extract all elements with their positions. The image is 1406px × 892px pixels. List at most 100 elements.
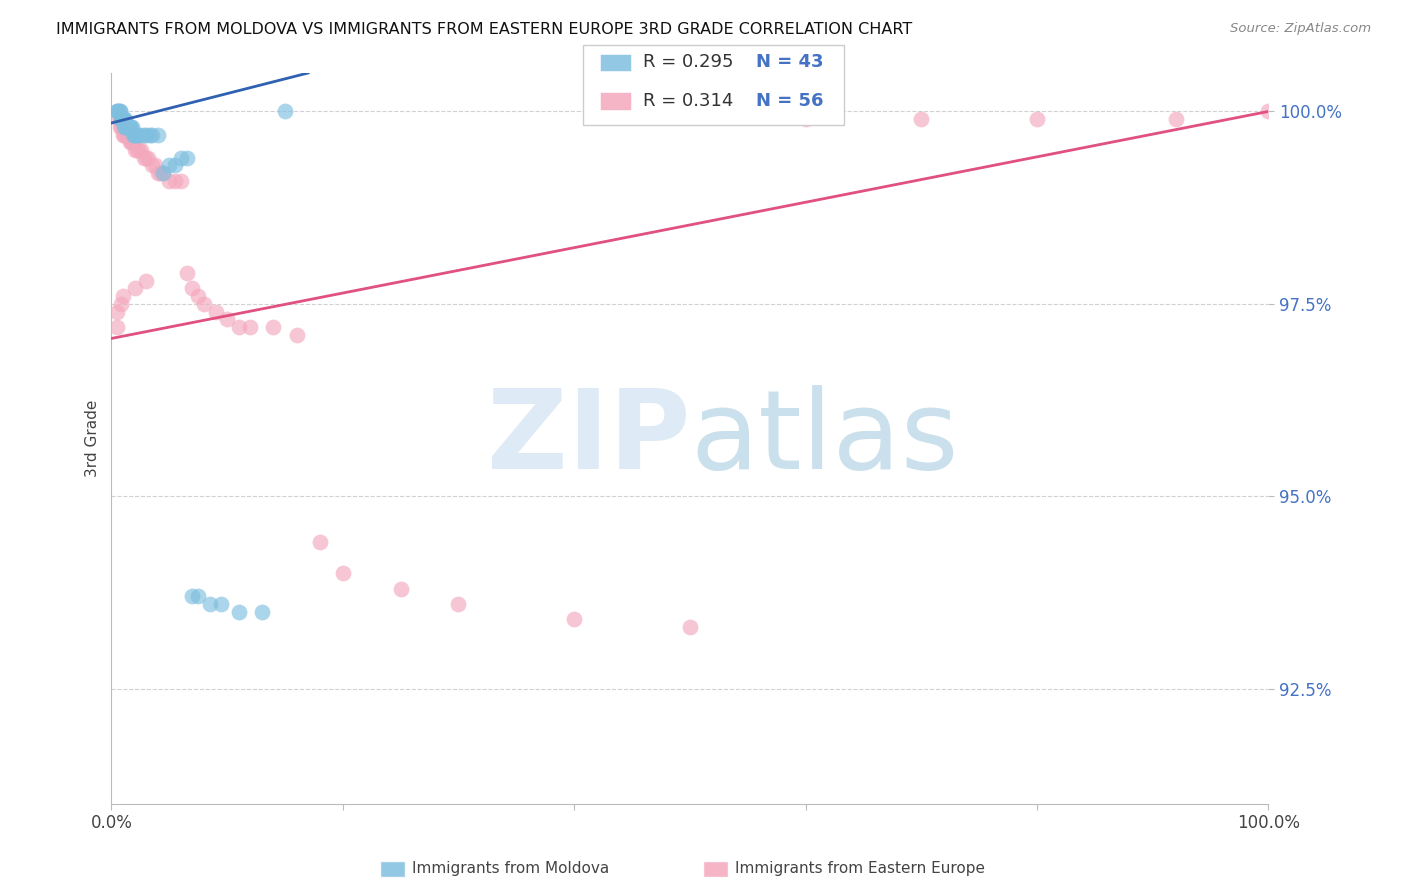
Point xyxy=(141,128,163,142)
Point xyxy=(447,597,470,611)
Point xyxy=(204,304,226,318)
Point xyxy=(135,151,157,165)
Point xyxy=(146,166,169,180)
Point xyxy=(1257,104,1279,119)
Point xyxy=(115,120,138,134)
Point xyxy=(138,151,160,165)
Point xyxy=(176,151,198,165)
Point xyxy=(132,151,155,165)
Point xyxy=(105,104,128,119)
Point xyxy=(108,104,131,119)
Point xyxy=(389,582,412,596)
Point xyxy=(132,128,155,142)
Point xyxy=(122,128,145,142)
Point xyxy=(152,166,174,180)
Text: R = 0.314: R = 0.314 xyxy=(643,92,733,110)
Point xyxy=(181,589,204,603)
Point xyxy=(332,566,354,581)
Point xyxy=(107,104,129,119)
Point xyxy=(115,128,138,142)
Point xyxy=(146,128,169,142)
Point xyxy=(152,166,174,180)
Point xyxy=(228,319,250,334)
Point xyxy=(170,151,193,165)
Point xyxy=(111,112,134,127)
Point xyxy=(121,120,143,134)
Point xyxy=(163,174,186,188)
Point xyxy=(163,158,186,172)
Point xyxy=(198,597,221,611)
Point xyxy=(239,319,262,334)
Text: R = 0.295: R = 0.295 xyxy=(643,54,733,71)
Point xyxy=(125,143,148,157)
Point xyxy=(209,597,232,611)
Point xyxy=(120,135,142,149)
Point xyxy=(187,289,209,303)
Point xyxy=(121,135,143,149)
Point xyxy=(118,135,141,149)
Point xyxy=(262,319,284,334)
Point xyxy=(125,128,148,142)
Point xyxy=(128,143,150,157)
Point xyxy=(910,112,932,127)
Point xyxy=(124,128,146,142)
Point xyxy=(107,112,129,127)
Point xyxy=(111,289,134,303)
Point xyxy=(105,319,128,334)
Point xyxy=(145,158,167,172)
Point xyxy=(1026,112,1049,127)
Text: Immigrants from Eastern Europe: Immigrants from Eastern Europe xyxy=(735,862,986,876)
Point xyxy=(118,120,141,134)
Text: ZIP: ZIP xyxy=(486,385,690,492)
Point xyxy=(157,158,180,172)
Point xyxy=(285,327,308,342)
Point xyxy=(149,166,172,180)
Point xyxy=(562,612,585,626)
Text: IMMIGRANTS FROM MOLDOVA VS IMMIGRANTS FROM EASTERN EUROPE 3RD GRADE CORRELATION : IMMIGRANTS FROM MOLDOVA VS IMMIGRANTS FR… xyxy=(56,22,912,37)
Point xyxy=(181,281,204,295)
Point xyxy=(170,174,193,188)
Point xyxy=(141,158,163,172)
Point xyxy=(112,120,135,134)
Point xyxy=(124,128,146,142)
Point xyxy=(120,120,142,134)
Point xyxy=(794,112,817,127)
Point xyxy=(117,120,139,134)
Point xyxy=(115,120,138,134)
Point xyxy=(138,128,160,142)
Point xyxy=(187,589,209,603)
Point xyxy=(111,120,134,134)
Point xyxy=(176,266,198,280)
Point xyxy=(274,104,297,119)
Point xyxy=(118,120,141,134)
Point xyxy=(1164,112,1187,127)
Point xyxy=(124,281,146,295)
Point xyxy=(117,128,139,142)
Point xyxy=(111,128,134,142)
Text: N = 56: N = 56 xyxy=(756,92,824,110)
Point xyxy=(111,112,134,127)
Point xyxy=(228,605,250,619)
Point xyxy=(110,112,132,127)
Point xyxy=(112,112,135,127)
Point xyxy=(157,174,180,188)
Text: Source: ZipAtlas.com: Source: ZipAtlas.com xyxy=(1230,22,1371,36)
Point xyxy=(308,535,330,549)
Point xyxy=(108,120,131,134)
Point xyxy=(111,112,134,127)
Point xyxy=(105,104,128,119)
Point xyxy=(679,620,702,634)
Point xyxy=(129,128,152,142)
Point xyxy=(217,312,239,326)
Text: N = 43: N = 43 xyxy=(756,54,824,71)
Point xyxy=(110,112,132,127)
Point xyxy=(135,128,157,142)
Point xyxy=(110,297,132,311)
Point xyxy=(105,304,128,318)
Point xyxy=(111,112,134,127)
Text: Immigrants from Moldova: Immigrants from Moldova xyxy=(412,862,609,876)
Point xyxy=(110,120,132,134)
Point xyxy=(114,112,136,127)
Point xyxy=(124,143,146,157)
Point xyxy=(108,104,131,119)
